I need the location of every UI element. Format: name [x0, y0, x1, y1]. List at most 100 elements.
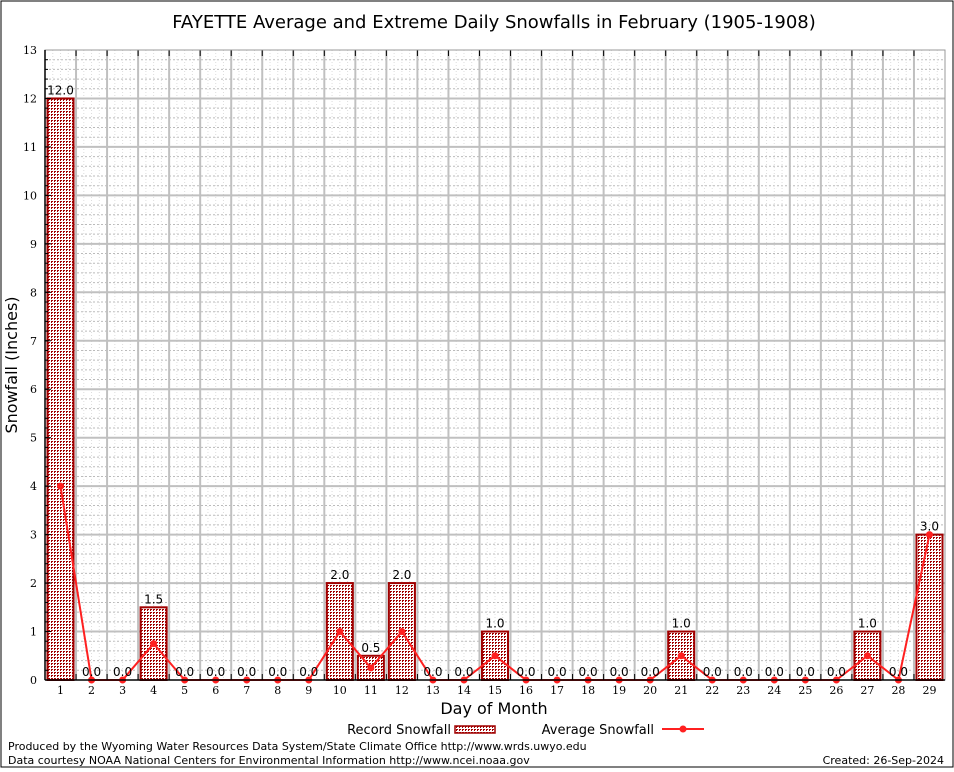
footer-data-courtesy: Data courtesy NOAA National Centers for … [8, 754, 530, 767]
x-tick-label: 28 [891, 684, 905, 697]
x-tick-label: 9 [305, 684, 312, 697]
bar-value-label: 3.0 [920, 520, 939, 534]
bar-value-label: 0.0 [113, 665, 132, 679]
bar-labels: 12.0 0.0 0.0 1.5 0.0 0.0 0.0 0.0 0.0 2.0 0.5 2.0 0.0… [47, 83, 939, 679]
y-tick-label: 3 [30, 529, 37, 542]
x-tick-label: 19 [612, 684, 626, 697]
bar-value-label: 2.0 [330, 568, 349, 582]
x-axis-label: Day of Month [440, 699, 547, 718]
x-tick-label: 14 [457, 684, 471, 697]
x-tick-label: 25 [798, 684, 812, 697]
bar-value-label: 1.5 [144, 592, 163, 606]
x-tick-label: 10 [333, 684, 347, 697]
average-point [336, 628, 344, 636]
legend-record-swatch [454, 725, 496, 734]
bar-value-label: 0.0 [827, 665, 846, 679]
average-point [398, 628, 406, 636]
y-axis-label: Snowfall (Inches) [2, 296, 21, 433]
x-tick-label: 6 [212, 684, 219, 697]
x-tick-label: 5 [181, 684, 188, 697]
bar-value-label: 0.0 [765, 665, 784, 679]
y-tick-label: 12 [23, 92, 37, 105]
bar-value-label: 0.0 [268, 665, 287, 679]
x-tick-label: 17 [550, 684, 564, 697]
bar-value-label: 0.0 [82, 665, 101, 679]
x-tick-label: 29 [922, 684, 936, 697]
y-tick-label: 2 [30, 577, 37, 590]
y-tick-label: 10 [23, 189, 37, 202]
average-point [925, 531, 933, 539]
bar-value-label: 1.0 [672, 617, 691, 631]
legend: Record Snowfall Average Snowfall [347, 723, 704, 738]
x-tick-label: 11 [364, 684, 378, 697]
x-tick-label: 7 [243, 684, 250, 697]
x-tick-label: 23 [736, 684, 750, 697]
x-tick-label: 3 [119, 684, 126, 697]
x-tick-label: 18 [581, 684, 595, 697]
legend-average-marker [679, 725, 687, 733]
bar-value-label: 0.0 [579, 665, 598, 679]
bar-value-label: 0.0 [734, 665, 753, 679]
x-tick-label: 4 [150, 684, 157, 697]
y-tick-label: 0 [30, 674, 37, 687]
bar-value-label: 0.0 [516, 665, 535, 679]
average-point [57, 482, 65, 490]
y-tick-label: 9 [30, 238, 37, 251]
y-tick-label: 5 [30, 432, 37, 445]
average-point [863, 652, 871, 660]
y-tick-label: 13 [23, 44, 37, 57]
legend-average-label: Average Snowfall [542, 723, 654, 738]
bar-value-label: 0.0 [641, 665, 660, 679]
x-tick-label: 2 [88, 684, 95, 697]
bar-value-label: 0.0 [206, 665, 225, 679]
bar-value-label: 0.0 [548, 665, 567, 679]
x-tick-label: 15 [488, 684, 502, 697]
x-tick-label: 1 [57, 684, 64, 697]
footer-created: Created: 26-Sep-2024 [823, 754, 944, 767]
record-bar [139, 606, 168, 681]
average-point [150, 640, 158, 648]
bar-value-label: 0.0 [703, 665, 722, 679]
y-tick-label: 8 [30, 286, 37, 299]
y-tick-label: 4 [30, 480, 37, 493]
x-tick-label: 20 [643, 684, 657, 697]
x-tick-label: 13 [426, 684, 440, 697]
average-point [491, 652, 499, 660]
x-tick-label: 24 [767, 684, 781, 697]
record-bar [387, 582, 416, 681]
x-tick-label: 26 [829, 684, 843, 697]
bar-value-label: 0.0 [175, 665, 194, 679]
record-bar [915, 533, 944, 681]
bar-value-label: 2.0 [392, 568, 411, 582]
average-point [677, 652, 685, 660]
y-tick-label: 1 [30, 626, 37, 639]
average-point [367, 664, 375, 672]
bar-value-label: 1.0 [485, 617, 504, 631]
bar-value-label: 0.0 [454, 665, 473, 679]
x-tick-label: 12 [395, 684, 409, 697]
legend-record-label: Record Snowfall [347, 723, 451, 738]
footer-produced-by: Produced by the Wyoming Water Resources … [8, 740, 587, 753]
y-tick-label: 11 [23, 141, 37, 154]
record-bar [46, 97, 75, 681]
bar-value-label: 0.0 [796, 665, 815, 679]
bar-value-label: 1.0 [858, 617, 877, 631]
bar-value-label: 0.0 [423, 665, 442, 679]
y-tick-label: 7 [30, 335, 37, 348]
x-tick-label: 27 [860, 684, 874, 697]
x-tick-label: 21 [674, 684, 688, 697]
y-tick-label: 6 [30, 383, 37, 396]
bar-value-label: 0.5 [361, 641, 380, 655]
x-tick-label: 22 [705, 684, 719, 697]
bar-value-label: 12.0 [47, 83, 74, 97]
x-tick-label: 8 [274, 684, 281, 697]
chart-title: FAYETTE Average and Extreme Daily Snowfa… [172, 12, 816, 33]
bar-value-label: 0.0 [889, 665, 908, 679]
x-tick-label: 16 [519, 684, 533, 697]
bar-value-label: 0.0 [237, 665, 256, 679]
bar-value-label: 0.0 [610, 665, 629, 679]
